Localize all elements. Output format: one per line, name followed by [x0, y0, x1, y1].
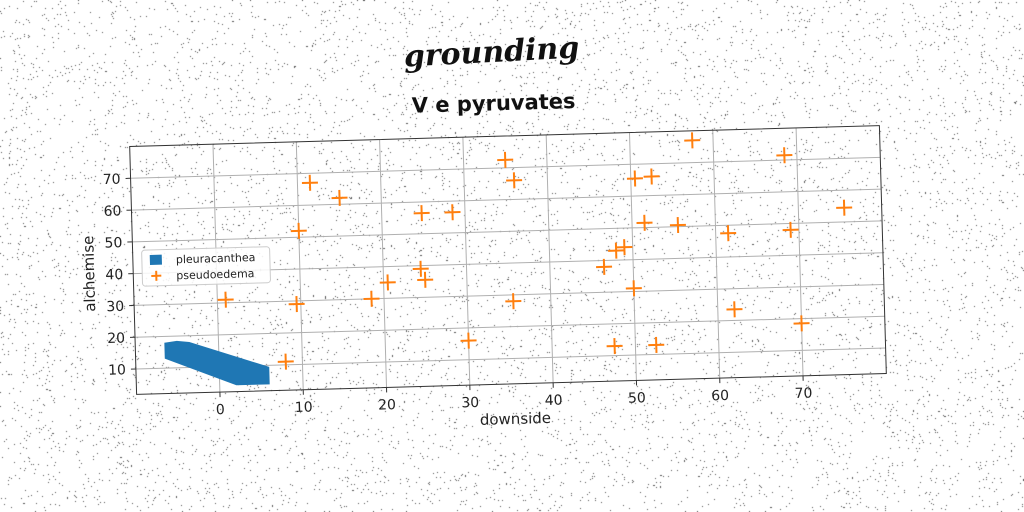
legend-box: [141, 246, 271, 287]
scatter-point: [497, 151, 514, 168]
y-gridline: [131, 188, 882, 211]
scatter-point: [460, 332, 477, 349]
scatter-point: [625, 280, 642, 297]
x-tick-label: 60: [711, 388, 729, 404]
y-tick-label: 70: [103, 172, 121, 188]
chart-suptitle: grounding: [403, 30, 580, 74]
scatter-point: [413, 205, 430, 222]
x-tick-label: 30: [461, 395, 479, 411]
chart-title: V e pyruvates: [411, 89, 575, 118]
legend-plus-marker: [151, 270, 162, 281]
x-tick-label: 0: [216, 402, 225, 418]
scatter-point: [684, 132, 701, 149]
scatter-point: [506, 172, 523, 189]
scatter-point: [596, 258, 613, 275]
y-tick-label: 50: [104, 235, 122, 251]
scatter-point: [277, 353, 294, 370]
scatter-point: [444, 204, 461, 221]
scatter-point: [616, 239, 633, 256]
y-axis-label: alchemise: [79, 235, 99, 312]
scatter-point: [606, 338, 623, 355]
legend-swatch-pleuracanthea: [149, 254, 162, 265]
scatter-point: [412, 260, 429, 277]
legend-label-pseudoedema: pseudoedema: [176, 267, 254, 282]
scatter-point: [793, 315, 810, 332]
x-axis-ticks: 0 10 20 30 40 50 60 70: [216, 375, 813, 418]
scatter-point: [363, 290, 380, 307]
scatter-point: [301, 174, 318, 191]
scatter-point: [782, 221, 799, 238]
scatter-point: [836, 199, 853, 216]
x-gridline: [295, 141, 304, 390]
y-tick-label: 10: [108, 362, 126, 378]
x-tick-label: 70: [794, 386, 812, 402]
y-tick-label: 40: [105, 267, 123, 283]
scatter-point: [720, 225, 737, 242]
legend: pleuracanthea pseudoedema: [141, 246, 271, 287]
y-gridline: [134, 283, 884, 306]
scatter-point: [648, 336, 665, 353]
scatter-point: [331, 189, 348, 206]
x-gridline: [379, 139, 388, 388]
scatter-point: [290, 222, 307, 239]
scatter-point: [379, 274, 396, 291]
scatter-point: [776, 147, 793, 164]
scatter-point: [643, 168, 660, 185]
y-axis-ticks: 10 20 30 40 50 60 70: [103, 172, 136, 379]
y-tick-label: 60: [103, 203, 121, 219]
scatter-point: [417, 271, 434, 288]
scatter-point: [636, 214, 653, 231]
scatter-point: [626, 170, 643, 187]
scatter-point: [217, 291, 234, 308]
plot-frame: [129, 125, 887, 395]
x-gridline: [795, 127, 804, 376]
scatter-point: [288, 296, 305, 313]
area-pleuracanthea: [164, 340, 270, 386]
x-tick-label: 40: [544, 393, 562, 409]
y-tick-label: 20: [107, 330, 125, 346]
y-gridline: [132, 220, 883, 243]
x-tick-label: 50: [628, 390, 646, 406]
legend-label-pleuracanthea: pleuracanthea: [176, 251, 256, 266]
x-tick-label: 10: [295, 400, 313, 416]
y-tick-label: 30: [106, 299, 124, 315]
x-tick-label: 20: [378, 397, 396, 413]
scatter-point: [726, 301, 743, 318]
scatter-point: [669, 217, 686, 234]
scatter-point: [505, 293, 522, 310]
x-gridline: [712, 130, 721, 379]
x-gridline: [628, 132, 637, 381]
x-gridline: [545, 134, 554, 383]
y-gridline: [134, 315, 885, 338]
x-axis-label: downside: [480, 409, 552, 429]
series-pleuracanthea: [164, 340, 270, 386]
scatter-point: [608, 242, 625, 259]
series-pseudoedema: [217, 132, 853, 370]
legend-marker-pseudoedema: [151, 270, 162, 281]
